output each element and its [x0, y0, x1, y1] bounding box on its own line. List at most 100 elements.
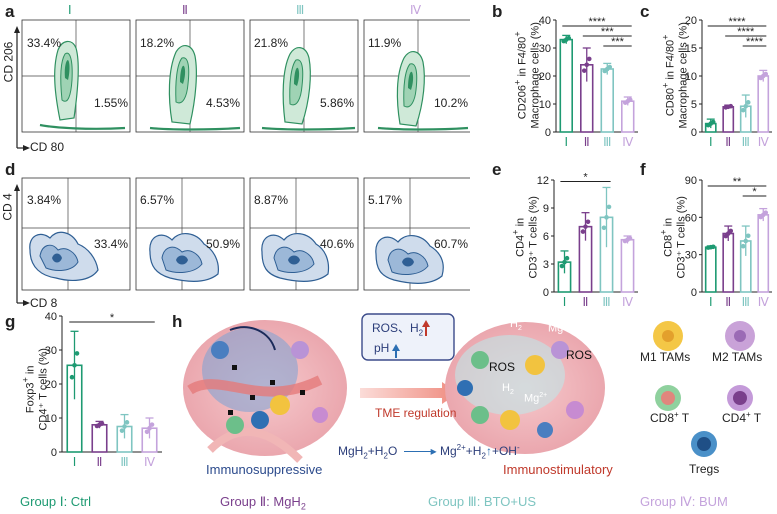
panel-d-label: d — [5, 160, 16, 179]
x-tick-label: Ⅱ — [725, 135, 731, 149]
flow-plot-a4 — [363, 19, 470, 133]
y-tick-label: 12 — [537, 175, 549, 187]
box-ros-text: ROS、H2 — [372, 321, 424, 338]
y-tick-label: 20 — [539, 71, 551, 83]
x-tick-label: Ⅰ — [709, 135, 713, 149]
d-ul-4: 5.17% — [368, 193, 403, 207]
h2-label-1: H2 — [510, 318, 522, 333]
flow-plot-a3 — [249, 19, 359, 133]
x-tick-label: Ⅰ — [563, 295, 567, 309]
data-point — [607, 64, 613, 70]
x-tick-label: Ⅲ — [742, 135, 750, 149]
x-tick-label: Ⅳ — [758, 135, 769, 149]
bar — [704, 246, 717, 293]
x-tick-label: Ⅱ — [97, 455, 103, 469]
y-tick-label: 40 — [539, 15, 551, 27]
ros-label-1: ROS — [489, 360, 516, 374]
legend-cd4: CD4+ T — [722, 410, 762, 425]
x-tick-label: Ⅲ — [603, 135, 611, 149]
x-tick-label: Ⅱ — [584, 135, 590, 149]
x-tick-label: Ⅳ — [144, 455, 155, 469]
bar — [722, 232, 735, 293]
sig-label: *** — [601, 26, 615, 38]
data-point — [562, 259, 567, 265]
sig-label: **** — [737, 26, 755, 38]
bar — [600, 68, 614, 133]
y-tick-label: 6 — [543, 231, 549, 243]
group-4-legend: Group Ⅳ: BUM — [640, 494, 728, 509]
panel-b-label: b — [492, 2, 503, 21]
y-tick-label: 30 — [685, 250, 697, 262]
y-tick-label: 10 — [45, 413, 57, 425]
y-tick-label: 60 — [685, 212, 697, 224]
panel-d-xaxis: CD 8 — [30, 296, 58, 310]
box-ph-text: pH — [374, 341, 390, 355]
x-tick-label: Ⅱ — [583, 295, 589, 309]
d-lr-4: 60.7% — [434, 237, 469, 251]
group-2-legend: Group Ⅱ: MgH2 — [220, 494, 306, 512]
x-tick-label: Ⅳ — [622, 135, 633, 149]
data-point — [740, 107, 746, 113]
cell-legend-icons — [653, 321, 755, 457]
x-tick-label: Ⅳ — [622, 295, 633, 309]
mg-label-1: Mg2+ — [548, 322, 572, 335]
data-point — [745, 100, 751, 105]
a-lr-2: 4.53% — [206, 96, 241, 110]
x-tick-label: Ⅰ — [73, 455, 77, 469]
ros-label-2: ROS — [566, 348, 593, 362]
data-point — [99, 421, 105, 426]
y-tick-label: 15 — [685, 43, 697, 55]
data-point — [559, 263, 565, 269]
header-group-3: Ⅲ — [296, 3, 305, 17]
x-tick-label: Ⅰ — [564, 135, 568, 149]
chart-e: 0 3 6 9 12 Ⅰ Ⅱ Ⅲ Ⅳ * — [537, 171, 638, 309]
bar — [559, 38, 573, 133]
sig-label: *** — [611, 36, 625, 48]
cd8-t-icon — [655, 385, 681, 411]
h2-label-2: H2 — [502, 382, 514, 397]
sig-label: **** — [588, 16, 606, 28]
d-ul-3: 8.87% — [254, 193, 289, 207]
data-point — [745, 233, 751, 239]
sig-label: **** — [728, 16, 746, 28]
panel-c-label: c — [640, 2, 650, 21]
data-point — [144, 429, 150, 435]
panel-d-plots — [14, 177, 470, 306]
y-tick-label: 30 — [539, 43, 551, 55]
bar — [722, 106, 735, 133]
group-3-legend: Group Ⅲ: BTO+US — [428, 494, 537, 509]
data-point — [627, 97, 633, 103]
tme-regulation-label: TME regulation — [375, 406, 457, 420]
flow-plot-a2 — [135, 19, 245, 133]
data-point — [601, 225, 607, 231]
sig-label: ** — [733, 176, 742, 188]
tme-arrow — [360, 382, 458, 404]
y-tick-label: 0 — [545, 127, 551, 139]
immunostimulatory-caption: Immunostimulatory — [503, 462, 613, 477]
a-lr-4: 10.2% — [434, 96, 469, 110]
data-point — [149, 422, 155, 427]
y-tick-label: 10 — [539, 99, 551, 111]
data-point — [627, 236, 633, 241]
x-tick-label: Ⅱ — [725, 295, 731, 309]
bar — [757, 75, 770, 133]
a-lr-3: 5.86% — [320, 96, 355, 110]
tumor-left — [183, 320, 347, 463]
data-point — [147, 425, 152, 431]
legend-m2: M2 TAMs — [712, 350, 763, 364]
m2-tam-icon — [725, 321, 755, 351]
panel-h-schematic — [183, 313, 605, 463]
flow-plot-d4 — [363, 177, 470, 291]
panel-f-label: f — [640, 160, 646, 179]
tumor-right — [445, 322, 605, 454]
x-tick-label: Ⅲ — [602, 295, 610, 309]
bar — [757, 214, 770, 293]
panel-a-label: a — [5, 2, 15, 21]
m1-tam-icon — [653, 321, 683, 351]
data-point — [119, 428, 125, 433]
x-tick-label: Ⅳ — [758, 295, 769, 309]
flow-plot-d2 — [135, 177, 245, 291]
y-tick-label: 0 — [691, 287, 697, 299]
data-point — [74, 351, 80, 356]
y-tick-label: 5 — [691, 99, 697, 111]
